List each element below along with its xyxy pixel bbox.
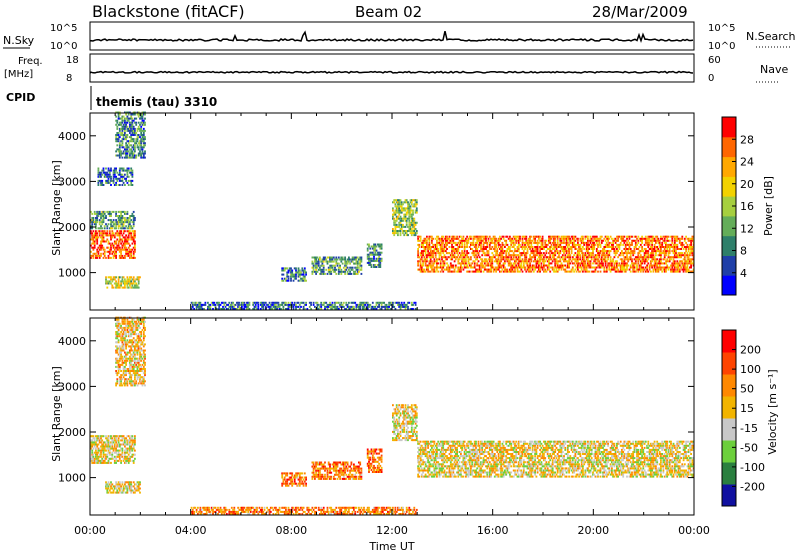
velocity-colorbar-tick-label: -200 bbox=[740, 480, 765, 493]
nsearch-tick-low: 10^0 bbox=[708, 41, 735, 52]
power-echo-region bbox=[392, 199, 418, 236]
velocity-colorbar-segment bbox=[722, 462, 736, 485]
power-echo-region bbox=[312, 257, 363, 275]
power-colorbar-tick-label: 24 bbox=[740, 156, 754, 169]
power-echo-region bbox=[115, 112, 146, 159]
cpid-text: themis (tau) 3310 bbox=[96, 95, 217, 109]
beam-title: Beam 02 bbox=[355, 3, 422, 21]
time-tick-label: 20:00 bbox=[577, 524, 609, 537]
velocity-echo-region bbox=[281, 472, 307, 486]
time-tick-label: 04:00 bbox=[175, 524, 207, 537]
velocity-echo-region bbox=[312, 462, 363, 480]
time-axis: 00:00 04:00 08:00 12:00 16:00 20:00 00:00 bbox=[74, 524, 710, 537]
velocity-colorbar-tick-label: -50 bbox=[740, 441, 758, 454]
velocity-echo-region bbox=[115, 317, 146, 387]
velocity-colorbar: 200 100 50 15 -15 -50 -100 -200 bbox=[722, 330, 765, 507]
power-echo-map bbox=[90, 112, 695, 311]
velocity-colorbar-tick-label: -100 bbox=[740, 461, 765, 474]
power-colorbar-segment bbox=[722, 275, 736, 295]
nsearch-label: N.Search bbox=[746, 30, 796, 43]
velocity-ylabel: Slant Range [km] bbox=[50, 366, 63, 462]
power-colorbar: 28 24 20 16 12 8 4 bbox=[722, 117, 754, 296]
power-ylabel: Slant Range [km] bbox=[50, 160, 63, 256]
power-ytick-label: 1000 bbox=[58, 267, 86, 280]
velocity-colorbar-segment bbox=[722, 484, 736, 507]
nsky-label: N.Sky bbox=[3, 34, 35, 47]
velocity-colorbar-label: Velocity [m s⁻¹] bbox=[766, 369, 779, 454]
velocity-colorbar-tick-label: 100 bbox=[740, 363, 761, 376]
power-echo-region bbox=[105, 276, 141, 288]
power-colorbar-tick-label: 4 bbox=[740, 267, 747, 280]
power-colorbar-segment bbox=[722, 236, 736, 256]
freq-trace bbox=[90, 72, 693, 74]
velocity-ytick-label: 1000 bbox=[58, 472, 86, 485]
freq-panel-frame bbox=[90, 54, 694, 82]
power-colorbar-tick-label: 20 bbox=[740, 178, 754, 191]
velocity-echo-region bbox=[191, 507, 418, 515]
freq-label-2: [MHz] bbox=[4, 69, 33, 80]
time-tick-label: 16:00 bbox=[477, 524, 509, 537]
power-colorbar-tick-label: 28 bbox=[740, 133, 754, 146]
velocity-colorbar-segment bbox=[722, 396, 736, 419]
power-colorbar-tick-label: 8 bbox=[740, 245, 747, 258]
velocity-colorbar-segment bbox=[722, 418, 736, 441]
velocity-ytick-label: 4000 bbox=[58, 335, 86, 348]
velocity-colorbar-tick-label: -15 bbox=[740, 422, 758, 435]
velocity-echo-region bbox=[105, 481, 141, 493]
nave-label: Nave bbox=[760, 63, 788, 76]
time-tick-label: 00:00 bbox=[678, 524, 710, 537]
power-echo-region bbox=[90, 230, 136, 259]
freq-tick-low: 8 bbox=[66, 73, 72, 84]
nsky-panel-frame bbox=[90, 22, 694, 50]
time-tick-label: 00:00 bbox=[74, 524, 106, 537]
time-tick-label: 12:00 bbox=[376, 524, 408, 537]
velocity-colorbar-tick-label: 50 bbox=[740, 383, 754, 396]
velocity-echo-region bbox=[90, 435, 136, 464]
time-tick-label: 08:00 bbox=[275, 524, 307, 537]
velocity-colorbar-tick-label: 200 bbox=[740, 344, 761, 357]
nsky-tick-high: 10^5 bbox=[50, 23, 77, 34]
power-colorbar-label: Power [dB] bbox=[762, 176, 775, 236]
station-title: Blackstone (fitACF) bbox=[92, 2, 245, 21]
freq-label-1: Freq. bbox=[18, 56, 43, 67]
power-colorbar-segment bbox=[722, 176, 736, 196]
power-echo-region bbox=[417, 236, 694, 273]
power-echo-region bbox=[367, 244, 383, 269]
velocity-colorbar-tick-label: 15 bbox=[740, 402, 754, 415]
power-colorbar-segment bbox=[722, 216, 736, 236]
velocity-colorbar-segment bbox=[722, 440, 736, 463]
nsky-line bbox=[90, 31, 693, 41]
power-colorbar-tick-label: 16 bbox=[740, 200, 754, 213]
velocity-echo-region bbox=[392, 404, 418, 441]
power-colorbar-segment bbox=[722, 157, 736, 177]
power-ytick-label: 4000 bbox=[58, 130, 86, 143]
freq-line bbox=[90, 72, 693, 74]
freq-tick-high: 18 bbox=[66, 55, 79, 66]
power-colorbar-tick-label: 12 bbox=[740, 222, 754, 235]
nave-tick-low: 0 bbox=[708, 73, 714, 84]
power-echo-region bbox=[191, 302, 418, 310]
nsky-tick-low: 10^0 bbox=[50, 41, 77, 52]
velocity-echo-region bbox=[367, 449, 383, 474]
nsearch-tick-high: 10^5 bbox=[708, 23, 735, 34]
velocity-echo-map bbox=[90, 317, 695, 515]
power-colorbar-segment bbox=[722, 117, 736, 137]
nave-tick-high: 60 bbox=[708, 55, 721, 66]
nsky-trace bbox=[90, 31, 693, 41]
cpid-label: CPID bbox=[6, 91, 35, 104]
date-title: 28/Mar/2009 bbox=[592, 3, 688, 21]
power-echo-region bbox=[98, 168, 134, 187]
velocity-echo-region bbox=[417, 441, 694, 478]
time-axis-label: Time UT bbox=[368, 540, 414, 553]
velocity-colorbar-segment bbox=[722, 374, 736, 397]
velocity-colorbar-segment bbox=[722, 352, 736, 375]
power-colorbar-segment bbox=[722, 137, 736, 157]
power-echo-region bbox=[90, 211, 136, 229]
power-echo-region bbox=[281, 267, 307, 281]
